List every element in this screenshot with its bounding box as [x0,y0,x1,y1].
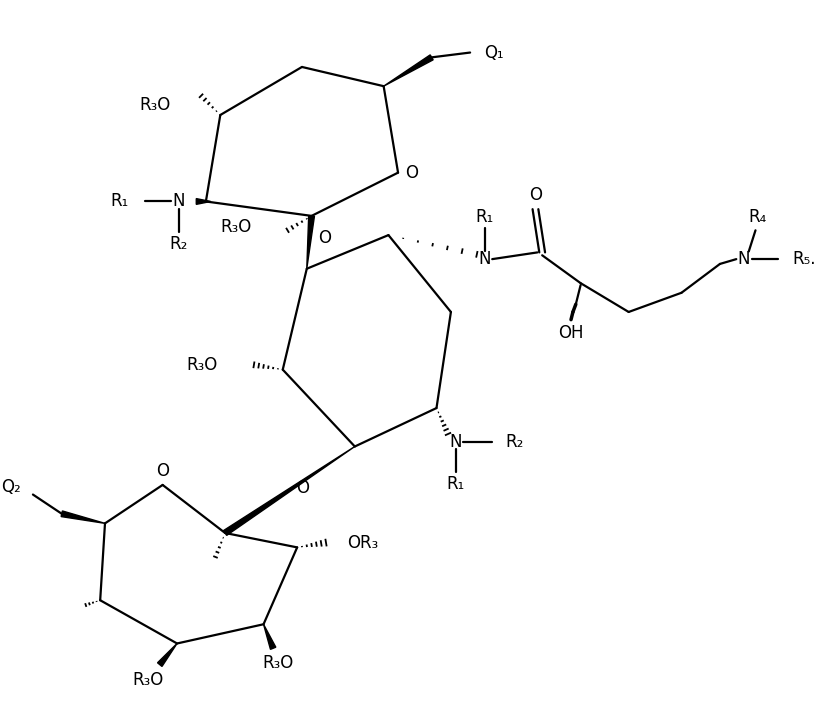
Polygon shape [61,511,105,523]
Text: R₃O: R₃O [186,356,217,373]
Text: R₅.: R₅. [792,250,815,268]
Text: R₃O: R₃O [139,97,171,115]
Text: R₃O: R₃O [133,671,164,689]
Text: O: O [318,229,331,247]
Text: Q₂: Q₂ [1,478,20,496]
Text: O: O [405,164,418,182]
Text: N: N [173,193,185,211]
Polygon shape [307,216,314,269]
Polygon shape [384,55,433,87]
Text: O: O [296,479,309,497]
Text: O: O [529,186,542,204]
Text: N: N [478,250,490,268]
Text: R₂: R₂ [170,235,188,253]
Text: R₁: R₁ [446,475,465,493]
Text: OH: OH [558,324,583,342]
Text: Q₁: Q₁ [485,43,504,61]
Polygon shape [197,198,211,204]
Text: OR₃: OR₃ [347,534,379,552]
Text: N: N [450,433,462,451]
Polygon shape [157,643,177,666]
Text: N: N [738,250,750,268]
Text: R₁: R₁ [111,193,129,211]
Text: R₄: R₄ [748,208,766,226]
Polygon shape [264,624,276,650]
Polygon shape [224,446,355,536]
Text: R₃O: R₃O [221,218,252,236]
Text: O: O [156,462,169,480]
Text: R₃O: R₃O [262,654,294,672]
Text: R₁: R₁ [476,208,494,226]
Text: R₂: R₂ [506,433,524,451]
